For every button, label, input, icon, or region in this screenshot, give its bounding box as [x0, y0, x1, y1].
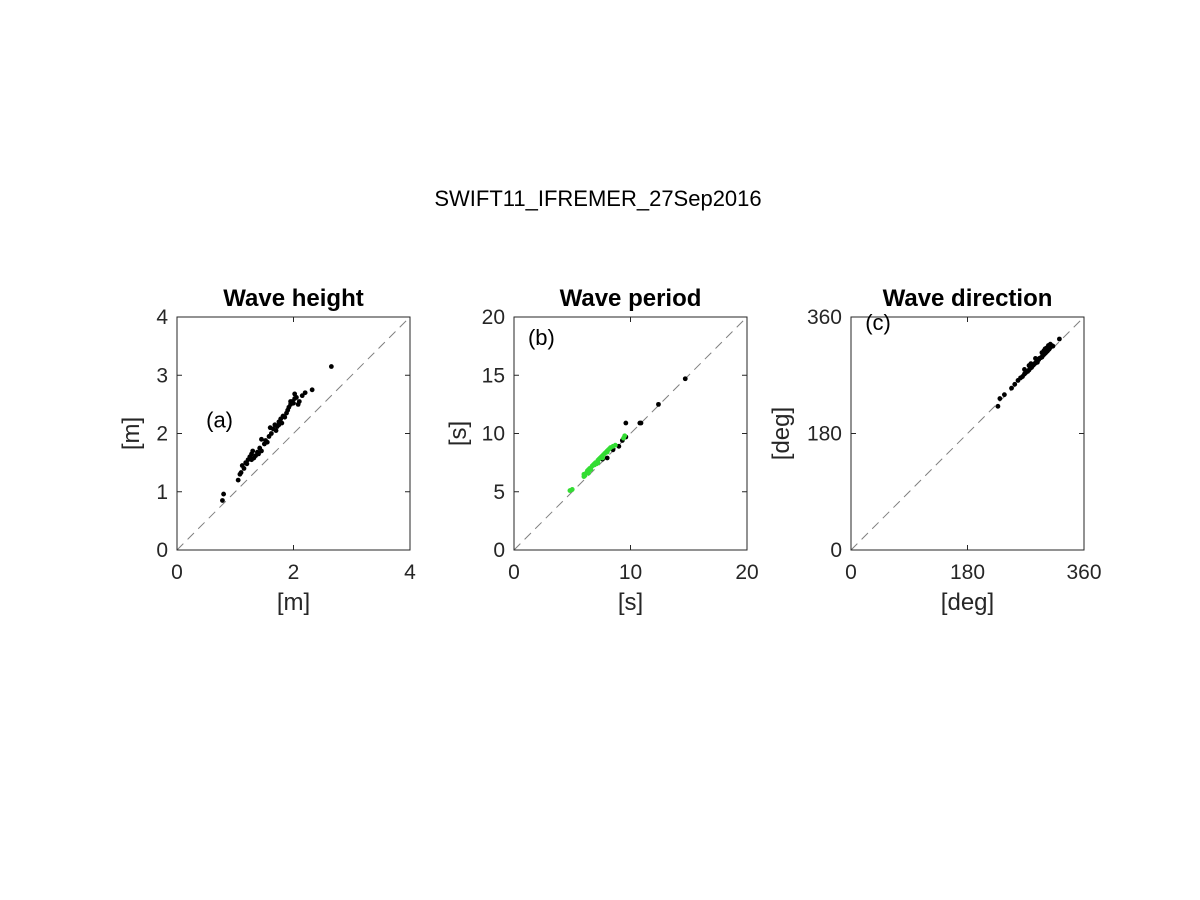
- y-tick-label: 5: [493, 481, 505, 504]
- data-point: [604, 455, 610, 461]
- data-point: [569, 487, 575, 492]
- data-point: [244, 461, 250, 467]
- data-point: [220, 498, 225, 503]
- panel-annotation: (c): [865, 310, 891, 335]
- data-point: [612, 442, 618, 448]
- data-point: [296, 399, 302, 404]
- x-axis-label: [m]: [277, 589, 310, 616]
- data-point: [221, 491, 227, 497]
- figure-suptitle: SWIFT11_IFREMER_27Sep2016: [434, 186, 761, 211]
- data-point: [623, 420, 629, 426]
- x-tick-label: 10: [619, 561, 642, 584]
- data-point: [273, 428, 279, 433]
- data-point: [1022, 367, 1027, 372]
- data-point: [282, 414, 288, 420]
- y-tick-label: 15: [482, 364, 505, 387]
- data-point: [235, 477, 241, 483]
- data-point: [1009, 385, 1014, 391]
- data-point: [1028, 361, 1034, 366]
- x-tick-label: 180: [950, 561, 985, 584]
- data-point: [272, 422, 278, 428]
- data-point: [582, 473, 588, 478]
- data-point: [299, 393, 305, 399]
- y-tick-label: 10: [482, 423, 505, 446]
- data-point: [682, 376, 688, 382]
- y-tick-label: 3: [156, 364, 168, 387]
- x-tick-label: 0: [508, 561, 520, 584]
- data-point: [604, 449, 610, 455]
- y-tick-label: 20: [482, 306, 505, 329]
- x-axis-label: [deg]: [941, 589, 994, 616]
- reference-line: [513, 316, 748, 551]
- y-tick-label: 0: [830, 539, 842, 562]
- data-point: [1044, 345, 1049, 351]
- data-point: [622, 433, 628, 439]
- y-axis-label: [m]: [118, 417, 145, 450]
- data-point: [276, 422, 282, 428]
- data-point: [1001, 392, 1007, 398]
- series-1: [567, 433, 628, 493]
- y-tick-label: 0: [493, 539, 505, 562]
- panel-annotation: (a): [206, 408, 233, 433]
- y-tick-label: 360: [807, 306, 842, 329]
- data-point: [288, 399, 293, 404]
- panel-wave-period: 0 10 20 0 5 10 15 20 Wave period [s] [s] (b): [445, 285, 759, 616]
- y-axis-label: [s]: [445, 421, 472, 446]
- y-axis-label: [deg]: [768, 407, 795, 460]
- data-point: [268, 431, 274, 436]
- data-point: [238, 470, 244, 475]
- panel-title: Wave height: [223, 285, 363, 312]
- panel-title: Wave direction: [883, 285, 1053, 312]
- data-point: [250, 448, 256, 454]
- panel-wave-direction: 0 180 360 0 180 360 Wave direction [deg] [deg] (c…: [768, 285, 1102, 616]
- data-point: [302, 390, 308, 396]
- reference-line: [176, 316, 411, 551]
- data-point: [309, 387, 315, 393]
- x-axis-label: [s]: [618, 589, 643, 616]
- x-tick-label: 0: [171, 561, 183, 584]
- data-point: [259, 436, 264, 442]
- data-point: [264, 439, 270, 445]
- data-point: [241, 466, 247, 471]
- y-tick-label: 0: [156, 539, 168, 562]
- y-tick-label: 180: [807, 423, 842, 446]
- x-tick-label: 2: [288, 561, 300, 584]
- x-tick-label: 20: [735, 561, 758, 584]
- data-point: [1033, 356, 1038, 361]
- data-point: [997, 396, 1003, 401]
- data-point: [586, 470, 591, 476]
- panel-annotation: (b): [528, 325, 555, 350]
- data-point: [1047, 341, 1053, 347]
- data-point: [591, 462, 597, 468]
- y-tick-label: 2: [156, 423, 168, 446]
- data-point: [292, 391, 298, 397]
- y-tick-label: 1: [156, 481, 168, 504]
- series-0: [220, 364, 334, 503]
- panel-wave-height: 0 2 4 0 1 2 3 4 Wave height [m] [m] (a): [118, 285, 416, 616]
- data-point: [638, 420, 644, 426]
- data-point: [1012, 381, 1018, 387]
- data-point: [595, 460, 601, 466]
- data-point: [256, 451, 261, 457]
- x-tick-label: 0: [845, 561, 857, 584]
- x-tick-label: 360: [1066, 561, 1101, 584]
- series-0: [995, 336, 1062, 409]
- y-tick-label: 4: [156, 306, 168, 329]
- panel-title: Wave period: [560, 285, 702, 312]
- data-point: [995, 403, 1001, 409]
- x-tick-label: 4: [404, 561, 416, 584]
- data-point: [259, 448, 264, 454]
- data-point: [1057, 336, 1062, 342]
- data-point: [328, 364, 334, 369]
- data-point: [600, 455, 605, 461]
- data-point: [656, 401, 661, 407]
